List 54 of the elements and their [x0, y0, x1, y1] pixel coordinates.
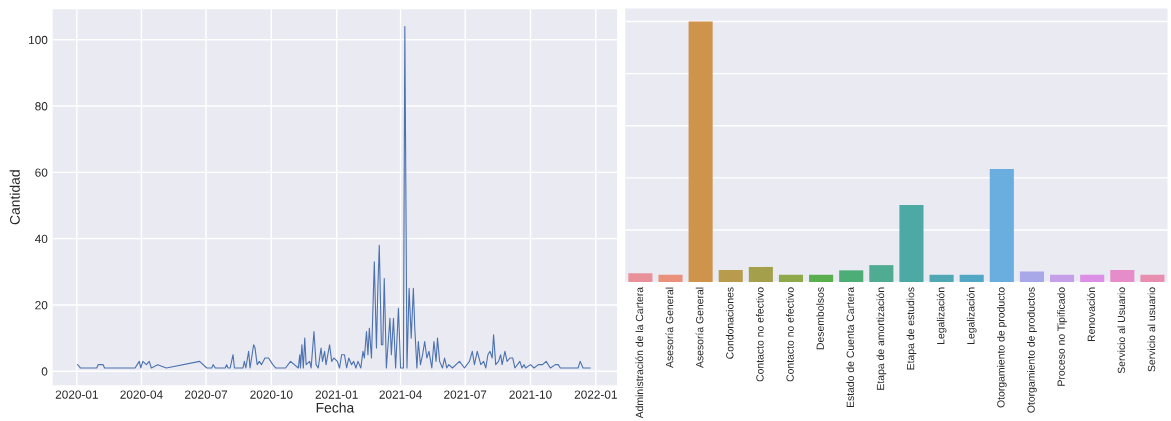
x-tick-label: Proceso no Tipificado — [1057, 287, 1067, 386]
x-tick-label: 2021-07 — [444, 390, 487, 399]
x-tick-label: Contacto no efectivo — [756, 287, 764, 382]
x-tick-label: Asesoría General — [665, 287, 674, 368]
x-tick-label: Renovación — [1087, 287, 1095, 342]
x-tick-label: Desembolsos — [816, 287, 824, 350]
bar — [869, 265, 894, 283]
y-tick-label: 60 — [35, 168, 48, 177]
x-tick-label: Etapa de estudios — [906, 287, 917, 370]
x-tick-label: Asesoría General — [695, 287, 704, 368]
bar — [989, 168, 1014, 283]
x-tick-label: Servicio al usuario — [1147, 287, 1156, 372]
bar — [748, 266, 773, 283]
y-tick-label: 40 — [34, 234, 48, 244]
x-axis-title: Fecha — [316, 402, 355, 413]
x-tick-label: Otorgamiento de productos — [1027, 287, 1037, 413]
line-series — [76, 25, 591, 369]
x-tick-label: Contacto no efectivo — [786, 287, 794, 382]
x-tick-label: Etapa de amortización — [876, 287, 887, 390]
x-tick-label: 2021-04 — [379, 390, 422, 399]
bar — [899, 204, 924, 283]
x-tick-label: Condonaciones — [725, 287, 734, 359]
bar — [809, 274, 834, 283]
x-tick-label: 2020-07 — [184, 390, 228, 399]
x-tick-label: 2020-01 — [55, 390, 98, 399]
bar — [839, 270, 864, 283]
x-tick-label: Estado de Cuenta Cartera — [846, 286, 855, 408]
bar — [778, 274, 804, 283]
bar — [628, 273, 653, 283]
bar — [959, 274, 984, 283]
y-axis-title: Cantidad — [9, 170, 20, 225]
x-tick-label: Otorgamiento de producto — [996, 287, 1007, 408]
x-tick-label: Administración de la Cartera — [635, 286, 644, 419]
bar — [688, 21, 713, 283]
bar — [718, 270, 743, 283]
x-tick-label: 2021-10 — [509, 390, 552, 399]
bar — [1050, 274, 1075, 283]
bar — [1019, 271, 1044, 283]
bar — [1140, 274, 1165, 283]
y-tick-label: 0 — [41, 367, 48, 376]
x-tick-label: 2021-01 — [315, 390, 358, 399]
x-tick-label: Servicio al Usuario — [1117, 287, 1126, 374]
y-tick-label: 20 — [35, 301, 48, 310]
bar — [1080, 274, 1105, 283]
y-tick-label: 80 — [35, 102, 48, 111]
x-tick-label: 2020-04 — [120, 390, 163, 399]
bar — [929, 274, 954, 283]
bar — [1110, 270, 1135, 283]
x-tick-label: 2020-10 — [250, 390, 293, 399]
y-tick-label: 100 — [29, 35, 48, 45]
x-tick-label: Legalización — [936, 287, 947, 344]
bar — [658, 274, 683, 283]
x-tick-label: Legalización — [966, 287, 977, 344]
x-tick-label: 2022-01 — [574, 390, 617, 399]
